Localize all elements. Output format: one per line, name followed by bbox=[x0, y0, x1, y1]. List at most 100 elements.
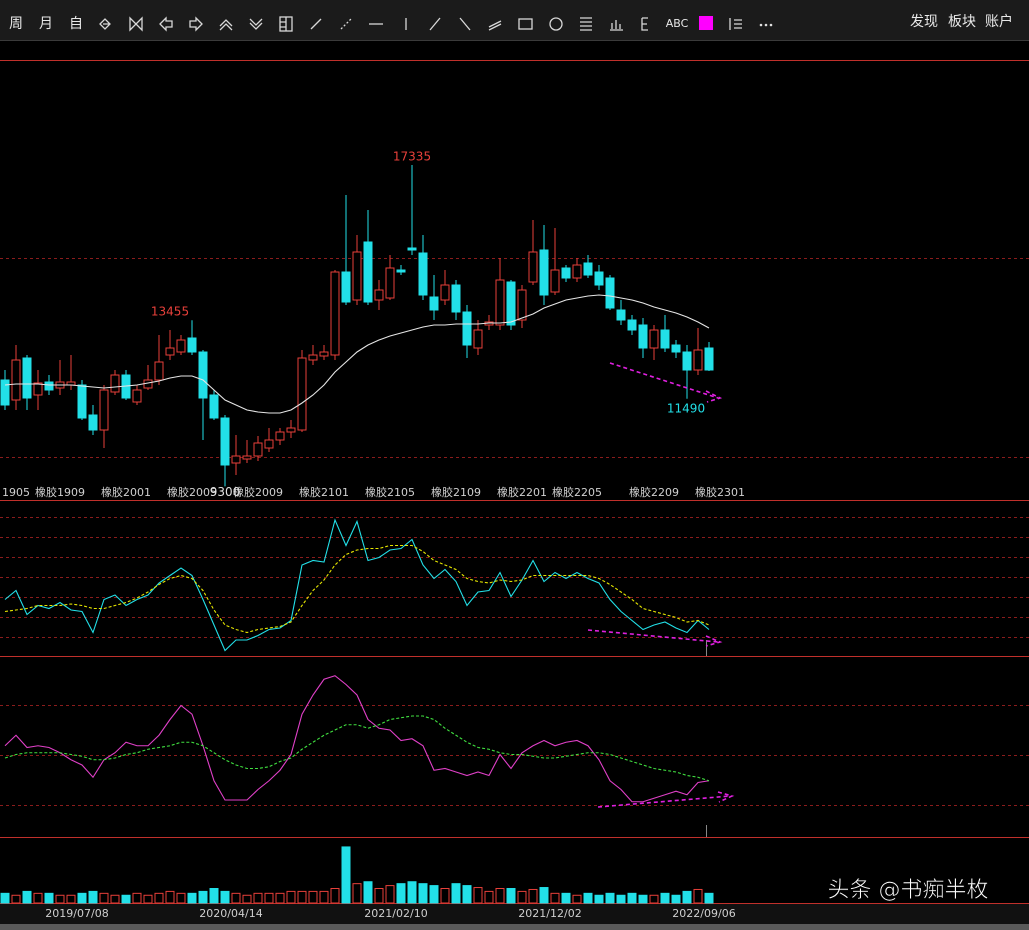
toolbar-icons[interactable] bbox=[99, 16, 742, 32]
volume-bar bbox=[55, 894, 65, 904]
period-week[interactable]: 周 bbox=[9, 16, 23, 32]
volume-bar bbox=[517, 890, 527, 904]
candle-body bbox=[605, 277, 615, 309]
candle-body bbox=[198, 351, 208, 399]
volume-bar bbox=[264, 892, 274, 904]
candle-body bbox=[154, 361, 164, 381]
indicator-line bbox=[4, 544, 710, 634]
volume-bar bbox=[308, 890, 318, 904]
volume-bar bbox=[88, 890, 98, 904]
volume-bar bbox=[143, 894, 153, 904]
contract-label: 橡胶2005 bbox=[167, 485, 217, 499]
candle-body bbox=[132, 389, 142, 403]
date-axis bbox=[0, 904, 1029, 924]
candle-body bbox=[231, 455, 241, 464]
candle-body bbox=[704, 347, 714, 371]
plot: 1905 橡胶1909 橡胶2001 橡胶2005 橡胶2009 橡胶2101 橡胶2105… bbox=[0, 150, 745, 904]
candle-body bbox=[451, 284, 461, 313]
volume-bar bbox=[561, 892, 571, 904]
period-month[interactable]: 月 bbox=[39, 16, 53, 32]
color-picker[interactable] bbox=[699, 16, 713, 30]
volume-bar bbox=[429, 885, 439, 904]
indicator-line bbox=[4, 715, 710, 782]
volume-bar bbox=[605, 892, 615, 904]
volume-bar bbox=[297, 890, 307, 904]
candle-body bbox=[297, 357, 307, 431]
nav-sectors[interactable]: 板块 bbox=[948, 14, 976, 30]
volume-bar bbox=[638, 894, 648, 904]
date-label: 2021/02/10 bbox=[364, 907, 427, 920]
moving-average bbox=[4, 294, 710, 414]
price-annotation: 17335 bbox=[393, 150, 431, 164]
candle-body bbox=[495, 279, 505, 326]
candle-body bbox=[11, 359, 21, 401]
nav-discover[interactable]: 发现 bbox=[910, 14, 938, 30]
volume-bar bbox=[198, 890, 208, 904]
volume-bar bbox=[242, 894, 252, 904]
candle-body bbox=[627, 319, 637, 331]
volume-bar bbox=[341, 846, 351, 904]
volume-bar bbox=[473, 887, 483, 904]
volume-bar bbox=[44, 892, 54, 904]
volume-bar bbox=[572, 894, 582, 904]
scrollbar[interactable] bbox=[0, 924, 1029, 930]
candle-body bbox=[407, 247, 417, 251]
candle-body bbox=[660, 329, 670, 349]
contract-label: 橡胶2105 bbox=[365, 485, 415, 499]
volume-bar bbox=[352, 883, 362, 904]
candle-body bbox=[671, 344, 681, 353]
volume-bar bbox=[418, 883, 428, 904]
candle-body bbox=[275, 431, 285, 441]
volume-bar bbox=[682, 890, 692, 904]
candle-body bbox=[693, 349, 703, 371]
candle-body bbox=[363, 241, 373, 303]
toolbar bbox=[0, 0, 1029, 40]
candle-body bbox=[176, 339, 186, 353]
candle-body bbox=[319, 351, 329, 357]
price-annotation: 13455 bbox=[151, 305, 189, 319]
contract-label: 橡胶2101 bbox=[299, 485, 349, 499]
volume-bar bbox=[407, 881, 417, 904]
volume-bar bbox=[11, 894, 21, 904]
period-custom[interactable]: 自 bbox=[69, 16, 83, 32]
candle-body bbox=[99, 389, 109, 431]
candle-body bbox=[209, 394, 219, 419]
nav-account[interactable]: 账户 bbox=[985, 13, 1013, 30]
price-annotation: 9300 bbox=[210, 485, 241, 499]
candle-body bbox=[88, 414, 98, 431]
volume-bar bbox=[66, 894, 76, 904]
volume-bar bbox=[132, 892, 142, 904]
candle-body bbox=[110, 374, 120, 393]
volume-bar bbox=[363, 881, 373, 904]
volume-bar bbox=[594, 894, 604, 904]
candle-body bbox=[616, 309, 626, 321]
candle-body bbox=[352, 251, 362, 301]
volume-bar bbox=[110, 894, 120, 904]
candle-body bbox=[77, 384, 87, 419]
candle-body bbox=[187, 337, 197, 353]
contract-label: 橡胶2301 bbox=[695, 485, 745, 499]
volume-bar bbox=[693, 888, 703, 904]
volume-bar bbox=[0, 892, 10, 904]
volume-bar bbox=[209, 888, 219, 904]
volume-bar bbox=[33, 892, 43, 904]
contract-label: 橡胶2209 bbox=[629, 485, 679, 499]
more-button[interactable] bbox=[759, 23, 773, 27]
text-tool[interactable]: ABC bbox=[666, 17, 689, 30]
volume-bar bbox=[550, 892, 560, 904]
volume-bar bbox=[275, 892, 285, 904]
candle-body bbox=[330, 271, 340, 356]
volume-bar bbox=[22, 890, 32, 904]
volume-bar bbox=[187, 892, 197, 904]
volume-bar bbox=[286, 890, 296, 904]
indicator-line bbox=[4, 675, 710, 803]
volume-bar bbox=[165, 890, 175, 904]
dashed-guides bbox=[0, 258, 1029, 806]
volume-bar bbox=[77, 892, 87, 904]
volume-bar bbox=[154, 892, 164, 904]
candle-body bbox=[594, 271, 604, 286]
candle-body bbox=[341, 271, 351, 303]
candle-body bbox=[165, 347, 175, 356]
price-annotation: 11490 bbox=[667, 401, 705, 415]
